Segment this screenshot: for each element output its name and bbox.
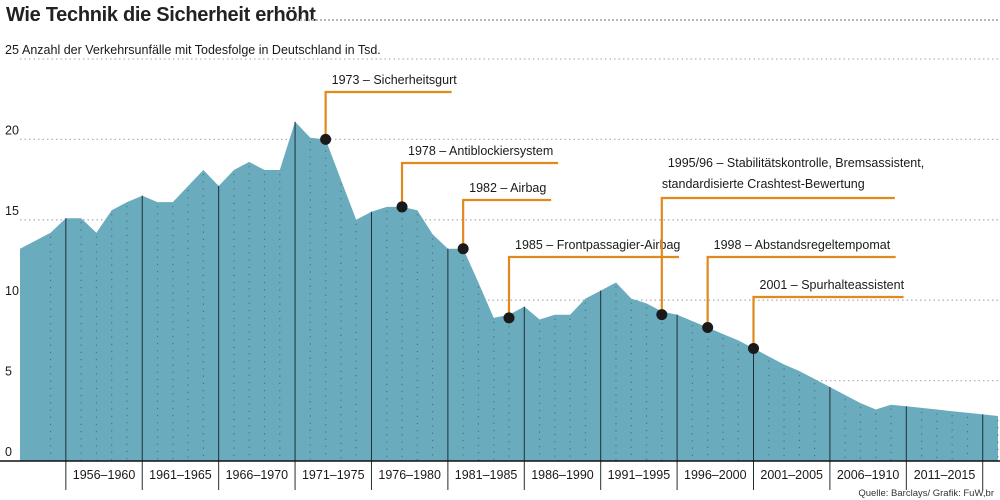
- annotation-label: 1985 – Frontpassagier-Airbag: [515, 238, 680, 252]
- x-period-label: 1956–1960: [73, 468, 136, 482]
- y-axis-ticks: 0 5 10 15 20 25: [5, 43, 19, 459]
- x-period-label: 1976–1980: [378, 468, 441, 482]
- annotation-leader-line: [400, 161, 559, 202]
- annotation-label: 1982 – Airbag: [469, 181, 546, 195]
- y-axis-label: Anzahl der Verkehrsunfälle mit Todesfolg…: [22, 43, 381, 57]
- title-divider: [296, 19, 998, 21]
- x-period-label: 1966–1970: [226, 468, 289, 482]
- annotation-label: 1978 – Antiblockiersystem: [408, 144, 553, 158]
- x-period-label: 1986–1990: [531, 468, 594, 482]
- source-note: Quelle: Barclays/ Grafik: FuW,br: [858, 488, 994, 499]
- x-period-label: 1996–2000: [684, 468, 747, 482]
- x-period-label: 2011–2015: [914, 468, 976, 482]
- annotation-marker: [396, 201, 408, 213]
- y-tick-label: 15: [5, 204, 19, 218]
- annotations: 1973 – Sicherheitsgurt 1978 – Antiblockie…: [320, 73, 924, 354]
- period-dividers: [49, 121, 999, 490]
- annotation-label: 1998 – Abstandsregeltempomat: [714, 238, 891, 252]
- annotation-marker: [503, 312, 515, 324]
- annotation-marker: [748, 342, 759, 354]
- y-tick-label: 20: [5, 123, 19, 137]
- x-period-label: 1991–1995: [608, 468, 671, 482]
- x-period-label: 1971–1975: [302, 468, 365, 482]
- y-tick-label: 25: [5, 43, 19, 57]
- annotation-leader-line: [706, 255, 896, 323]
- x-period-label: 2001–2005: [760, 468, 823, 482]
- annotation-label: 2001 – Spurhalteassistent: [760, 278, 905, 292]
- y-tick-label: 5: [5, 365, 12, 379]
- annotation-label: 1973 – Sicherheitsgurt: [332, 73, 458, 87]
- x-period-label: 1981–1985: [455, 468, 518, 482]
- annotation-label-line2: standardisierte Crashtest-Bewertung: [662, 177, 865, 191]
- annotation-leader-line: [324, 90, 452, 135]
- annotation-leader-line: [507, 255, 679, 313]
- annotation-marker: [702, 322, 714, 334]
- y-tick-label: 10: [5, 284, 19, 298]
- annotation-leader-line: [752, 295, 904, 344]
- annotation-label: 1995/96 – Stabilitätskontrolle, Bremsass…: [668, 156, 924, 170]
- annotation-marker: [656, 309, 668, 321]
- x-period-label: 1961–1965: [149, 468, 212, 482]
- x-axis-period-labels: 1956–1960 1961–1965 1966–1970 1971–1975 1976…: [73, 468, 976, 482]
- annotation-marker: [457, 243, 469, 255]
- x-period-label: 2006–1910: [837, 468, 900, 482]
- annotation-leader-line: [660, 196, 895, 310]
- y-tick-label: 0: [5, 445, 12, 459]
- annotation-marker: [320, 133, 332, 145]
- chart-title: Wie Technik die Sicherheit erhöht: [6, 4, 316, 26]
- annotation-leader-line: [462, 198, 552, 244]
